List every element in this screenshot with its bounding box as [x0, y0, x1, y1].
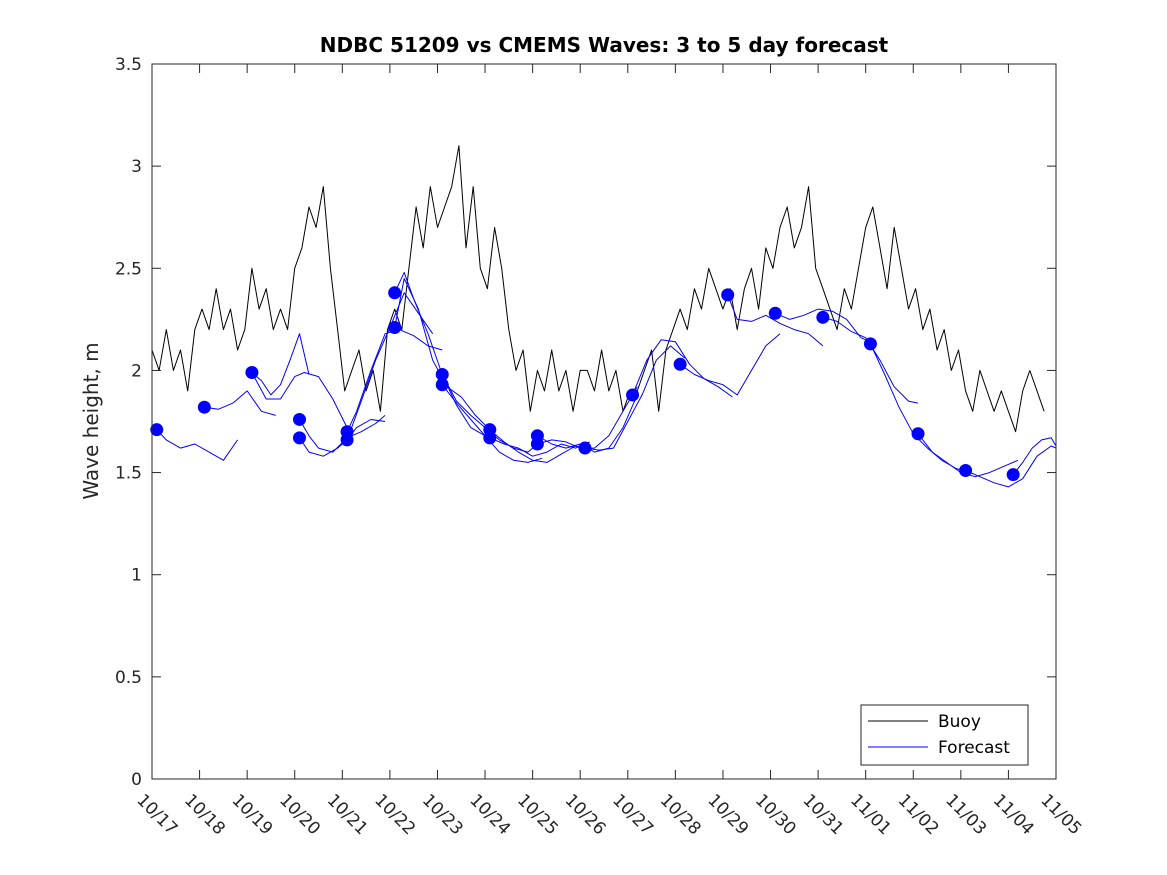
- forecast-line: [251, 333, 310, 396]
- legend: Buoy Forecast: [860, 704, 1029, 766]
- buoy-series: [151, 145, 1045, 433]
- forecast-line: [632, 339, 733, 398]
- forecast-marker: [340, 433, 354, 447]
- forecast-markers: [150, 286, 1020, 482]
- forecast-marker: [863, 337, 877, 351]
- y-tick-label: 2.5: [115, 259, 142, 279]
- forecast-marker: [388, 321, 402, 335]
- buoy-line-segment: [1029, 370, 1045, 412]
- forecast-line: [489, 437, 590, 457]
- forecast-marker: [292, 412, 306, 426]
- forecast-marker: [578, 441, 592, 455]
- y-tick-label: 1: [131, 566, 142, 586]
- chart-title: NDBC 51209 vs CMEMS Waves: 3 to 5 day fo…: [320, 33, 889, 57]
- forecast-marker: [435, 378, 449, 392]
- y-tick-label: 2: [131, 361, 142, 381]
- forecast-line: [679, 333, 781, 396]
- forecast-marker: [768, 306, 782, 320]
- forecast-marker: [197, 400, 211, 414]
- forecast-line: [394, 271, 486, 437]
- forecast-line: [299, 415, 386, 453]
- forecast-marker: [292, 431, 306, 445]
- forecast-line: [156, 429, 239, 461]
- y-axis-label: Wave height, m: [79, 342, 103, 499]
- forecast-marker: [911, 427, 925, 441]
- forecast-marker: [721, 288, 735, 302]
- legend-buoy-label: Buoy: [938, 712, 981, 732]
- forecast-marker: [673, 357, 687, 371]
- buoy-line: [151, 145, 1031, 433]
- forecast-line: [204, 390, 276, 416]
- forecast-line: [441, 384, 543, 463]
- forecast-marker: [150, 423, 164, 437]
- legend-forecast-label: Forecast: [938, 738, 1010, 758]
- y-tick-label: 0: [131, 770, 142, 790]
- y-axis-ticks: 0 0.5 1 1.5 2 2.5 3 3.5: [115, 55, 1056, 790]
- y-tick-label: 0.5: [115, 668, 142, 688]
- y-tick-label: 3.5: [115, 55, 142, 75]
- forecast-marker: [626, 388, 640, 402]
- legend-box: [860, 704, 1029, 766]
- y-tick-label: 1.5: [115, 464, 142, 484]
- forecast-line: [727, 294, 824, 347]
- forecast-marker: [816, 310, 830, 324]
- forecast-line: [584, 345, 686, 451]
- forecast-marker: [435, 368, 449, 382]
- forecast-marker: [483, 431, 497, 445]
- forecast-marker: [245, 365, 259, 379]
- forecast-line: [251, 372, 348, 428]
- plot-area: [152, 64, 1056, 779]
- forecast-marker: [1006, 468, 1020, 482]
- forecast-marker: [388, 286, 402, 300]
- forecast-line: [1012, 437, 1057, 475]
- forecast-marker: [959, 464, 973, 478]
- plot-frame: [151, 63, 1057, 780]
- forecast-line: [965, 445, 1057, 488]
- y-tick-label: 3: [131, 157, 142, 177]
- forecast-marker: [530, 437, 544, 451]
